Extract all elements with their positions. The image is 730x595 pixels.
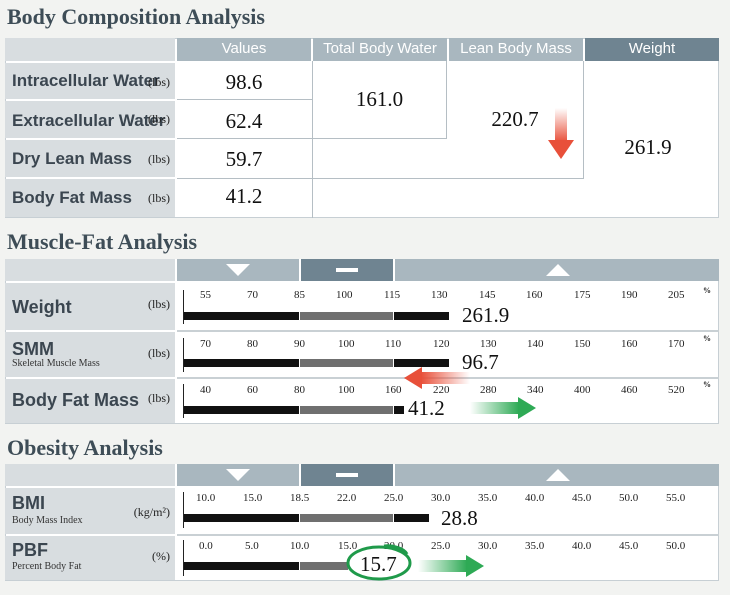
row-label: BMI [12,493,45,513]
header-blank [5,38,175,61]
green-circle-icon [346,544,412,581]
smm-bar-gray [300,359,393,367]
row-label: SMM [12,339,54,359]
row-unit: (%) [152,549,170,563]
triangle-up-icon [546,469,570,481]
obesity-title: Obesity Analysis [7,435,163,460]
row-unit: (lbs) [148,112,170,126]
red-left-arrow-icon [404,367,470,389]
row-label: Extracellular Water [12,111,166,130]
ob-row-bmi: BMI Body Mass Index (kg/m²) [5,488,175,534]
row-intracellular-water: Intracellular Water (lbs) [5,63,175,99]
ob-row-pbf: PBF Percent Body Fat (%) [5,536,175,580]
bfm-bar-gray [300,406,393,414]
bfm-bar-black-2 [394,406,404,414]
row-label: Weight [12,297,72,317]
row-sublabel: Body Mass Index [12,515,83,526]
bmi-bar-value: 28.8 [441,506,478,530]
weight-bar-black [184,312,299,320]
values-header: Values [177,38,311,61]
weight-header: Weight [585,38,719,61]
row-sublabel: Percent Body Fat [12,561,82,572]
bmi-bar-black [184,514,299,522]
pbf-bar-value: 15.7 [360,552,397,576]
weight-bar-value: 261.9 [462,303,510,327]
body-fat-mass-value: 41.2 [177,184,311,210]
row-label: Dry Lean Mass [12,149,132,168]
smm-bar-value: 96.7 [462,350,499,374]
row-unit: (lbs) [148,191,170,205]
weight-bar-gray [300,312,393,320]
row-unit: (lbs) [148,297,170,311]
mf-row-smm: SMM Skeletal Muscle Mass (lbs) [5,332,175,377]
smm-bar-black-2 [394,359,449,367]
bfm-bar-black [184,406,299,414]
dash-icon [336,268,358,272]
bmi-bar-black-2 [394,514,429,522]
row-dry-lean-mass: Dry Lean Mass (lbs) [5,140,175,177]
triangle-up-icon [546,264,570,276]
row-unit: (lbs) [148,391,170,405]
triangle-down-icon [226,469,250,481]
row-unit: (kg/m²) [133,505,170,519]
lean-body-mass-value: 220.7 [491,107,539,131]
green-right-arrow-icon [418,555,484,577]
pbf-bar-gray [300,562,348,570]
row-label: Body Fat Mass [12,390,140,410]
extracellular-water-value: 62.4 [177,109,311,135]
bfm-bar-value: 41.2 [408,396,445,420]
row-unit: (lbs) [148,152,170,166]
lean-body-mass-header: Lean Body Mass [449,38,583,61]
weight-bar-black-2 [394,312,449,320]
bmi-bar-gray [300,514,393,522]
row-extracellular-water: Extracellular Water (lbs) [5,101,175,138]
weight-value: 261.9 [624,135,672,159]
dash-icon [336,473,358,477]
green-right-arrow-icon [470,397,536,419]
pbf-bar-black [184,562,299,570]
intracellular-water-value: 98.6 [177,70,311,96]
smm-bar-black [184,359,299,367]
triangle-down-icon [226,264,250,276]
row-sublabel: Skeletal Muscle Mass [12,358,100,369]
row-unit: (lbs) [148,75,170,89]
total-body-water-header: Total Body Water [313,38,447,61]
muscle-fat-title: Muscle-Fat Analysis [7,229,198,254]
row-label: PBF [12,540,48,560]
total-body-water-value: 161.0 [355,87,404,111]
row-unit: (lbs) [148,346,170,360]
body-composition-title: Body Composition Analysis [7,4,265,29]
mf-row-body-fat-mass: Body Fat Mass (lbs) [5,379,175,423]
dry-lean-mass-value: 59.7 [177,147,311,173]
row-label: Body Fat Mass [12,188,132,207]
row-label: Intracellular Water [12,71,160,90]
mf-row-weight: Weight (lbs) [5,283,175,330]
row-body-fat-mass: Body Fat Mass (lbs) [5,179,175,217]
red-down-arrow-icon [548,108,574,159]
